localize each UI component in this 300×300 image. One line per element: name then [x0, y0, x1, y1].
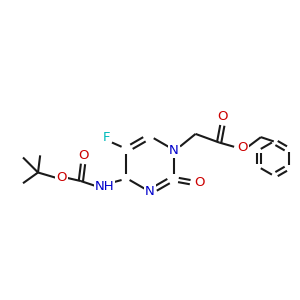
- Text: NH: NH: [94, 180, 114, 193]
- Text: O: O: [56, 171, 67, 184]
- Text: F: F: [103, 130, 110, 144]
- Text: O: O: [195, 176, 205, 189]
- Text: O: O: [217, 110, 228, 123]
- Text: O: O: [237, 141, 248, 154]
- Text: N: N: [145, 185, 155, 198]
- Text: N: N: [169, 143, 179, 157]
- Text: O: O: [78, 149, 88, 162]
